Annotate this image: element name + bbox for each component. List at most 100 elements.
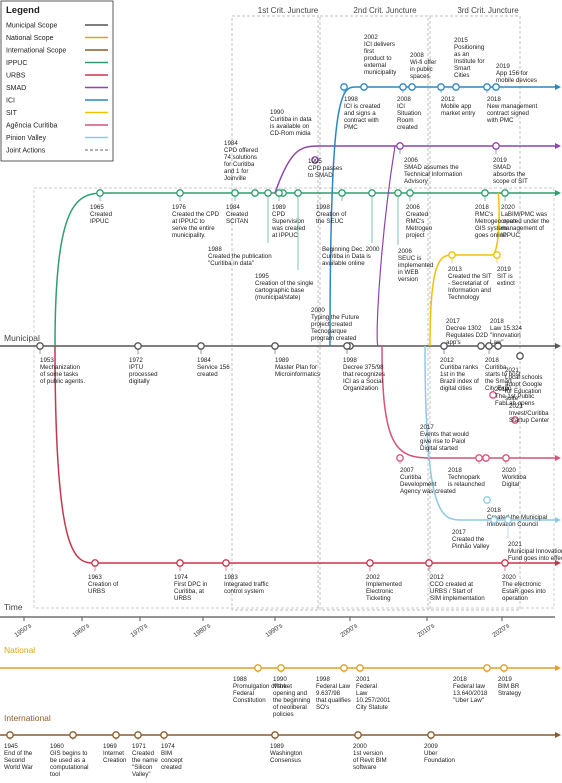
event-year: 2020: [502, 467, 516, 474]
decade-1980: 1980's: [192, 622, 212, 639]
event-year: 1998: [344, 96, 358, 103]
event-text-line: Positioning: [454, 44, 485, 51]
event-year: 1953: [40, 357, 54, 364]
event-text-line: project created: [311, 321, 352, 328]
event-year: 1989: [272, 204, 286, 211]
event-text-line: tool: [50, 771, 60, 778]
legend-item-label: Joint Actions: [6, 148, 46, 155]
event-text-line: Creation of: [316, 211, 347, 218]
event-text-line: "Curitiba in data": [208, 260, 254, 267]
event-text-line: the SEUC: [316, 218, 344, 225]
event-year: 2012: [440, 357, 454, 364]
event-text-line: Information and: [448, 287, 492, 294]
event-text-line: Digital started: [420, 445, 458, 452]
event-text-line: App 156 for: [496, 70, 528, 77]
event-text-line: Curitiba ranks: [440, 364, 478, 371]
event-text-line: digital cities: [440, 385, 472, 392]
event-marker: [6, 731, 14, 739]
event-marker: [340, 664, 348, 672]
event-year: 1976: [172, 204, 186, 211]
event-year: 2013: [448, 266, 462, 273]
juncture-3-label: 3rd Crit. Juncture: [457, 6, 519, 15]
agencia-line: [381, 345, 555, 459]
event-text-line: CPD passes: [308, 165, 342, 172]
event-text-line: program created: [311, 335, 357, 342]
event-text-line: of Revit BIM: [353, 757, 387, 764]
event-year: 2017: [452, 529, 466, 536]
event-text-line: RMC's: [475, 211, 493, 218]
event-text-line: RMC's: [406, 218, 424, 225]
event-text-line: municipality.: [172, 232, 206, 239]
event-text-line: SMAD: [493, 164, 511, 171]
event-text-line: Washington: [270, 750, 303, 757]
event-text-line: IPPUC: [90, 218, 109, 225]
event-text-line: Electronic: [366, 588, 393, 595]
event-text-line: Creation of the single: [255, 280, 314, 287]
event-text-line: app's: [446, 339, 461, 346]
event-year: 2019: [495, 386, 509, 393]
legend-item-label: ICI: [6, 98, 15, 105]
event-text-line: PMC: [344, 124, 358, 131]
event-text-line: Internet: [103, 750, 124, 757]
event-text-line: Created the: [452, 536, 485, 543]
event-text-line: URBS / Start of: [430, 588, 473, 595]
event-text-line: Law": [490, 339, 504, 346]
section-municipal: Municipal: [4, 333, 40, 343]
event-text-line: market entry: [441, 110, 476, 117]
legend-title: Legend: [6, 5, 40, 16]
event-year: 1963: [88, 574, 102, 581]
event-year: 2021: [508, 541, 522, 548]
event-marker: [343, 342, 351, 350]
event-year: 1989: [275, 357, 289, 364]
event-text-line: Smart: [454, 65, 471, 72]
event-marker: [516, 352, 524, 360]
event-text-line: CD-Rom midia: [270, 130, 311, 137]
event-text-line: GIS system: [475, 225, 507, 232]
event-text-line: "Innovation: [490, 332, 521, 339]
event-year: 2020: [501, 204, 515, 211]
event-text-line: Innovation Council: [487, 521, 538, 528]
event-marker: [500, 664, 508, 672]
event-text-line: created: [161, 764, 182, 771]
event-text-line: Invest/Curitiba: [509, 410, 549, 417]
event-text-line: Situation: [397, 110, 422, 117]
event-year: 2002: [364, 34, 378, 41]
event-text-line: 13.640/2018: [453, 690, 488, 697]
event-text-line: ICI delivers: [364, 41, 395, 48]
event-text-line: Worktiba: [502, 474, 527, 481]
event-marker: [489, 391, 497, 399]
legend-item-label: SIT: [6, 110, 18, 117]
event-text-line: URBS: [88, 588, 105, 595]
event-marker: [425, 559, 433, 567]
event-year: 2018: [487, 96, 501, 103]
event-text-line: for Education: [505, 388, 542, 395]
event-marker: [222, 559, 230, 567]
event-text-line: operation: [502, 595, 528, 602]
event-text-line: Constitution: [233, 697, 266, 704]
ippuc-line: [54, 192, 555, 347]
event-text-line: give rise to Paiol: [420, 438, 465, 445]
event-text-line: Development: [400, 481, 437, 488]
event-year: 1998: [316, 204, 330, 211]
legend-item-label: Agência Curitiba: [6, 123, 57, 130]
event-text-line: SMAD assumes the: [404, 164, 459, 171]
event-text-line: Curitiba in data: [270, 116, 312, 123]
event-text-line: Curitiba, at: [174, 588, 204, 595]
event-year: 2018: [490, 318, 504, 325]
event-year: 2018: [487, 507, 501, 514]
event-marker: [368, 189, 376, 197]
event-marker: [311, 156, 319, 164]
national-arrow-icon: [555, 665, 561, 671]
